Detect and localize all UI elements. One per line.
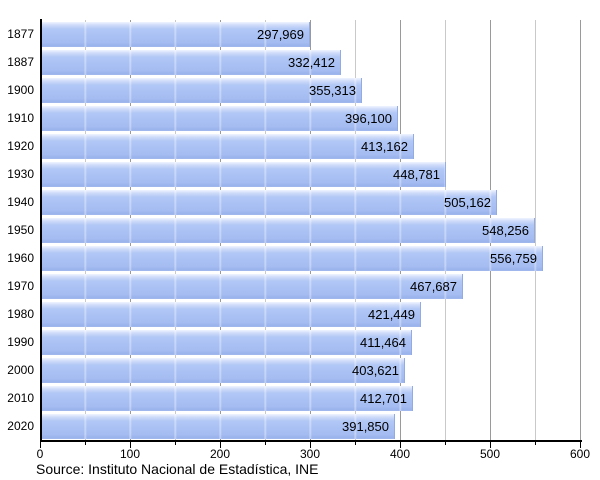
gridline-major — [580, 20, 581, 440]
bar-row: 396,100 — [42, 104, 582, 132]
axis-tick — [355, 442, 356, 445]
bar-value-label: 556,759 — [490, 250, 537, 266]
year-label: 2000 — [7, 363, 34, 377]
source-note: Source: Instituto Nacional de Estadístic… — [36, 461, 319, 477]
bar-value-label: 412,701 — [360, 390, 407, 406]
bar: 403,621 — [42, 357, 405, 383]
bar: 421,449 — [42, 301, 421, 327]
bar: 467,687 — [42, 273, 463, 299]
x-tick-label: 200 — [209, 447, 231, 461]
year-label: 1920 — [7, 139, 34, 153]
bar: 391,850 — [42, 413, 395, 439]
x-tick-label: 0 — [36, 447, 44, 461]
axis-tick — [310, 442, 311, 448]
bar-row: 391,850 — [42, 412, 582, 440]
bar: 556,759 — [42, 245, 543, 271]
bar-value-label: 391,850 — [342, 418, 389, 434]
year-label: 1960 — [7, 251, 34, 265]
bar: 412,701 — [42, 385, 413, 411]
bar-row: 421,449 — [42, 300, 582, 328]
year-label: 1970 — [7, 279, 34, 293]
axis-tick — [445, 442, 446, 445]
bar-value-label: 548,256 — [482, 222, 529, 238]
bar: 332,412 — [42, 49, 341, 75]
axis-tick — [580, 442, 581, 448]
bar: 413,162 — [42, 133, 414, 159]
axis-tick — [265, 442, 266, 445]
bar: 505,162 — [42, 189, 497, 215]
bar: 548,256 — [42, 217, 535, 243]
x-axis-line — [40, 440, 582, 442]
axis-tick — [490, 442, 491, 448]
bar-value-label: 403,621 — [352, 362, 399, 378]
x-tick-label: 600 — [569, 447, 591, 461]
year-label: 1950 — [7, 223, 34, 237]
bars-layer: 297,969 332,412 355,313 396,100 413,162 448,7… — [42, 20, 582, 440]
bar-value-label: 448,781 — [393, 166, 440, 182]
axis-tick — [220, 442, 221, 448]
x-tick-label: 500 — [479, 447, 501, 461]
bar-value-label: 332,412 — [288, 54, 335, 70]
bar-row: 467,687 — [42, 272, 582, 300]
bar-value-label: 396,100 — [345, 110, 392, 126]
bar-row: 548,256 — [42, 216, 582, 244]
bar-value-label: 413,162 — [361, 138, 408, 154]
year-label: 2010 — [7, 391, 34, 405]
axis-tick — [535, 442, 536, 445]
year-label: 1930 — [7, 167, 34, 181]
bar: 297,969 — [42, 21, 310, 47]
bar-row: 448,781 — [42, 160, 582, 188]
x-tick-label: 300 — [299, 447, 321, 461]
year-label: 1900 — [7, 83, 34, 97]
x-tick-label: 400 — [389, 447, 411, 461]
bar-value-label: 355,313 — [309, 82, 356, 98]
year-label: 2020 — [7, 419, 34, 433]
bar-row: 556,759 — [42, 244, 582, 272]
x-tick-label: 100 — [119, 447, 141, 461]
year-label: 1990 — [7, 335, 34, 349]
bar: 396,100 — [42, 105, 398, 131]
bar: 411,464 — [42, 329, 412, 355]
bar-value-label: 421,449 — [368, 306, 415, 322]
bar-value-label: 297,969 — [257, 26, 304, 42]
axis-tick — [85, 442, 86, 445]
bar-row: 355,313 — [42, 76, 582, 104]
bar-value-label: 467,687 — [410, 278, 457, 294]
year-label: 1887 — [7, 55, 34, 69]
axis-tick — [400, 442, 401, 448]
axis-tick — [40, 442, 41, 448]
bar-row: 411,464 — [42, 328, 582, 356]
y-axis-line — [40, 19, 42, 442]
bar-row: 505,162 — [42, 188, 582, 216]
year-label: 1877 — [7, 27, 34, 41]
bar-row: 412,701 — [42, 384, 582, 412]
bar-row: 413,162 — [42, 132, 582, 160]
year-label: 1940 — [7, 195, 34, 209]
bar: 448,781 — [42, 161, 446, 187]
bar-value-label: 411,464 — [359, 334, 406, 350]
gridline-minor — [535, 20, 536, 440]
axis-tick — [130, 442, 131, 448]
bar-row: 403,621 — [42, 356, 582, 384]
bar-row: 332,412 — [42, 48, 582, 76]
bar-row: 297,969 — [42, 20, 582, 48]
axis-tick — [175, 442, 176, 445]
bar-value-label: 505,162 — [444, 194, 491, 210]
y-axis-labels: 1877 1887 1900 1910 1920 1930 1940 1950 1960 1970… — [0, 20, 34, 440]
year-label: 1980 — [7, 307, 34, 321]
year-label: 1910 — [7, 111, 34, 125]
bar: 355,313 — [42, 77, 362, 103]
